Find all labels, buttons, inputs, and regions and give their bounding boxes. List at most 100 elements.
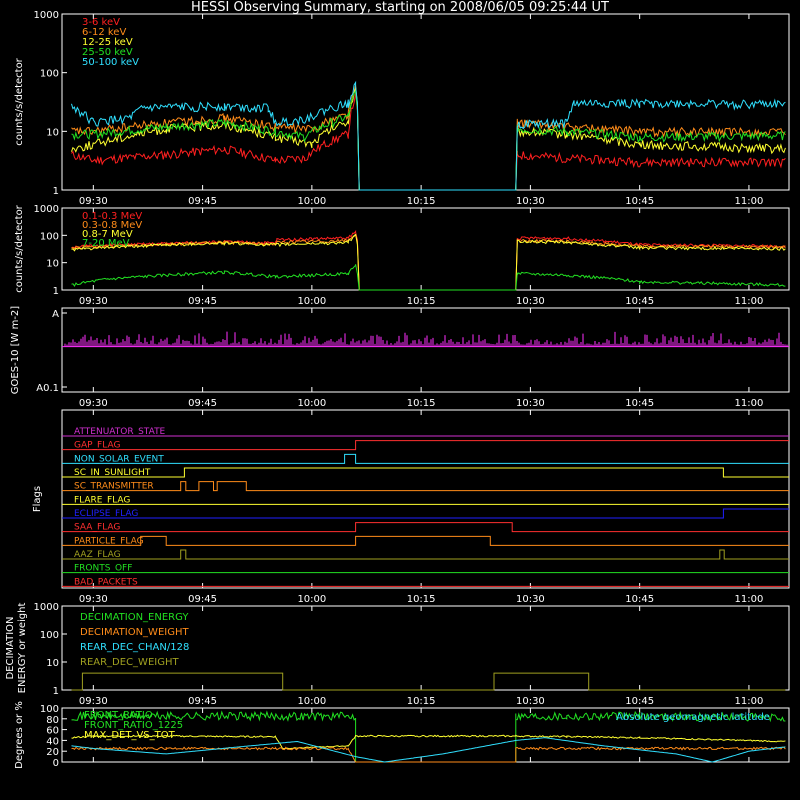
x-tick-label: 10:30 [516, 398, 545, 409]
flag-label: GAP_FLAG [74, 441, 120, 451]
x-tick-label: 11:00 [735, 196, 764, 207]
x-tick-label: 10:00 [297, 594, 326, 605]
x-tick-label: 09:45 [188, 398, 217, 409]
ratio-legend-entry: Absolute geomagnetic latitude [616, 712, 770, 723]
gamma-series-line [71, 233, 786, 291]
flag-label: NON_SOLAR_EVENT [74, 454, 164, 464]
flag-line [62, 535, 789, 546]
hxr-legend-entry: 25-50 keV [82, 47, 133, 58]
y-tick-label: 10 [46, 658, 59, 669]
gamma-legend-entry: 0.1-0.3 MeV [82, 211, 142, 222]
x-tick-label: 09:30 [79, 594, 108, 605]
x-tick-label: 10:30 [516, 696, 545, 707]
ratio-y-axis-label: Degrees or % [14, 701, 25, 769]
y-tick-label: 10 [46, 127, 59, 138]
flag-label: PARTICLE_FLAG [74, 536, 144, 546]
hxr-series-line [71, 80, 786, 191]
decim-series-line [71, 672, 786, 691]
x-tick-label: 10:45 [625, 594, 654, 605]
y-tick-label: 1 [53, 686, 59, 697]
x-tick-label: 10:30 [516, 196, 545, 207]
goes-panel [61, 307, 790, 393]
ratio-legend-entry: FRONT_RATIO_1225 [84, 720, 183, 731]
y-tick-label: A [52, 309, 59, 320]
x-tick-label: 10:15 [407, 696, 436, 707]
decim-legend-entry: DECIMATION_WEIGHT [80, 627, 189, 638]
y-tick-label: 40 [46, 736, 59, 747]
y-tick-label: 10 [46, 259, 59, 270]
x-tick-label: 11:00 [735, 594, 764, 605]
x-tick-label: 11:00 [735, 696, 764, 707]
y-tick-label: 80 [46, 715, 59, 726]
x-tick-label: 10:15 [407, 594, 436, 605]
x-tick-label: 10:15 [407, 296, 436, 307]
flag-line [62, 508, 789, 519]
hxr-legend-entry: 50-100 keV [82, 57, 139, 68]
x-tick-label: 10:00 [297, 196, 326, 207]
x-tick-label: 10:15 [407, 398, 436, 409]
page-title: HESSI Observing Summary, starting on 200… [191, 0, 609, 15]
x-tick-label: 10:45 [625, 196, 654, 207]
decim-y-axis-label: DECIMATION [5, 616, 16, 679]
flag-line [62, 481, 789, 492]
ratio-legend-entry: MAX_DET_VS_TOT [84, 730, 176, 741]
goes-y-axis-label: GOES-10 [W m-2] [10, 306, 21, 394]
x-tick-label: 10:30 [516, 594, 545, 605]
y-tick-label: A0.1 [36, 383, 59, 394]
flag-line [62, 522, 789, 533]
ratio-series-line [71, 746, 786, 763]
x-tick-label: 09:30 [79, 296, 108, 307]
y-tick-label: 100 [40, 69, 59, 80]
decim-legend-entry: REAR_DEC_CHAN/128 [80, 642, 189, 653]
flags-y-axis-label: Flags [32, 486, 43, 512]
y-tick-label: 100 [40, 630, 59, 641]
x-tick-label: 10:15 [407, 196, 436, 207]
y-tick-label: 20 [46, 747, 59, 758]
y-tick-label: 1000 [34, 10, 59, 21]
flag-label: FRONTS_OFF [74, 564, 132, 574]
x-tick-label: 09:45 [188, 594, 217, 605]
gamma-legend-entry: 0.3-0.8 MeV [82, 220, 142, 231]
x-tick-label: 09:30 [79, 696, 108, 707]
gamma-legend-entry: 0.8-7 MeV [82, 229, 133, 240]
y-tick-label: 1000 [34, 602, 59, 613]
flag-label: AAZ_FLAG [74, 550, 121, 560]
x-tick-label: 10:45 [625, 696, 654, 707]
x-tick-label: 09:30 [79, 398, 108, 409]
flag-line [62, 467, 789, 478]
flag-label: FLARE_FLAG [74, 495, 130, 505]
flag-label: ECLIPSE_FLAG [74, 509, 138, 519]
flags-panel [61, 409, 790, 589]
hxr-legend-entry: 12-25 keV [82, 37, 133, 48]
decim-legend-entry: REAR_DEC_WEIGHT [80, 657, 179, 668]
ratio-legend-entry: FRONT_RATIO [84, 710, 153, 721]
decim-legend-entry: DECIMATION_ENERGY [80, 612, 189, 623]
flag-label: SAA_FLAG [74, 523, 120, 533]
x-tick-label: 10:00 [297, 696, 326, 707]
y-tick-label: 100 [40, 231, 59, 242]
y-tick-label: 1 [53, 186, 59, 197]
x-tick-label: 10:30 [516, 296, 545, 307]
x-tick-label: 09:45 [188, 296, 217, 307]
y-tick-label: 0 [53, 758, 59, 769]
x-tick-label: 10:00 [297, 296, 326, 307]
gamma-legend-entry: 7-20 MeV [82, 238, 130, 249]
decim-y-axis-label: ENERGY or weight [17, 603, 28, 694]
gamma-series-line [71, 264, 786, 291]
hxr-legend-entry: 3-6 keV [82, 17, 120, 28]
x-tick-label: 09:30 [79, 196, 108, 207]
goes-series-spikes [64, 331, 788, 347]
flag-line [62, 440, 789, 451]
x-tick-label: 11:00 [735, 296, 764, 307]
ratio-series-line [71, 737, 786, 763]
y-tick-label: 1000 [34, 204, 59, 215]
gamma-y-axis-label: counts/s/detector [14, 204, 25, 292]
flag-label: SC_IN_SUNLIGHT [74, 468, 151, 478]
flag-line [62, 549, 789, 560]
y-tick-label: 1 [53, 286, 59, 297]
x-tick-label: 10:45 [625, 296, 654, 307]
flag-label: ATTENUATOR_STATE [74, 427, 166, 437]
x-tick-label: 09:45 [188, 696, 217, 707]
hxr-y-axis-label: counts/s/detector [14, 57, 25, 145]
